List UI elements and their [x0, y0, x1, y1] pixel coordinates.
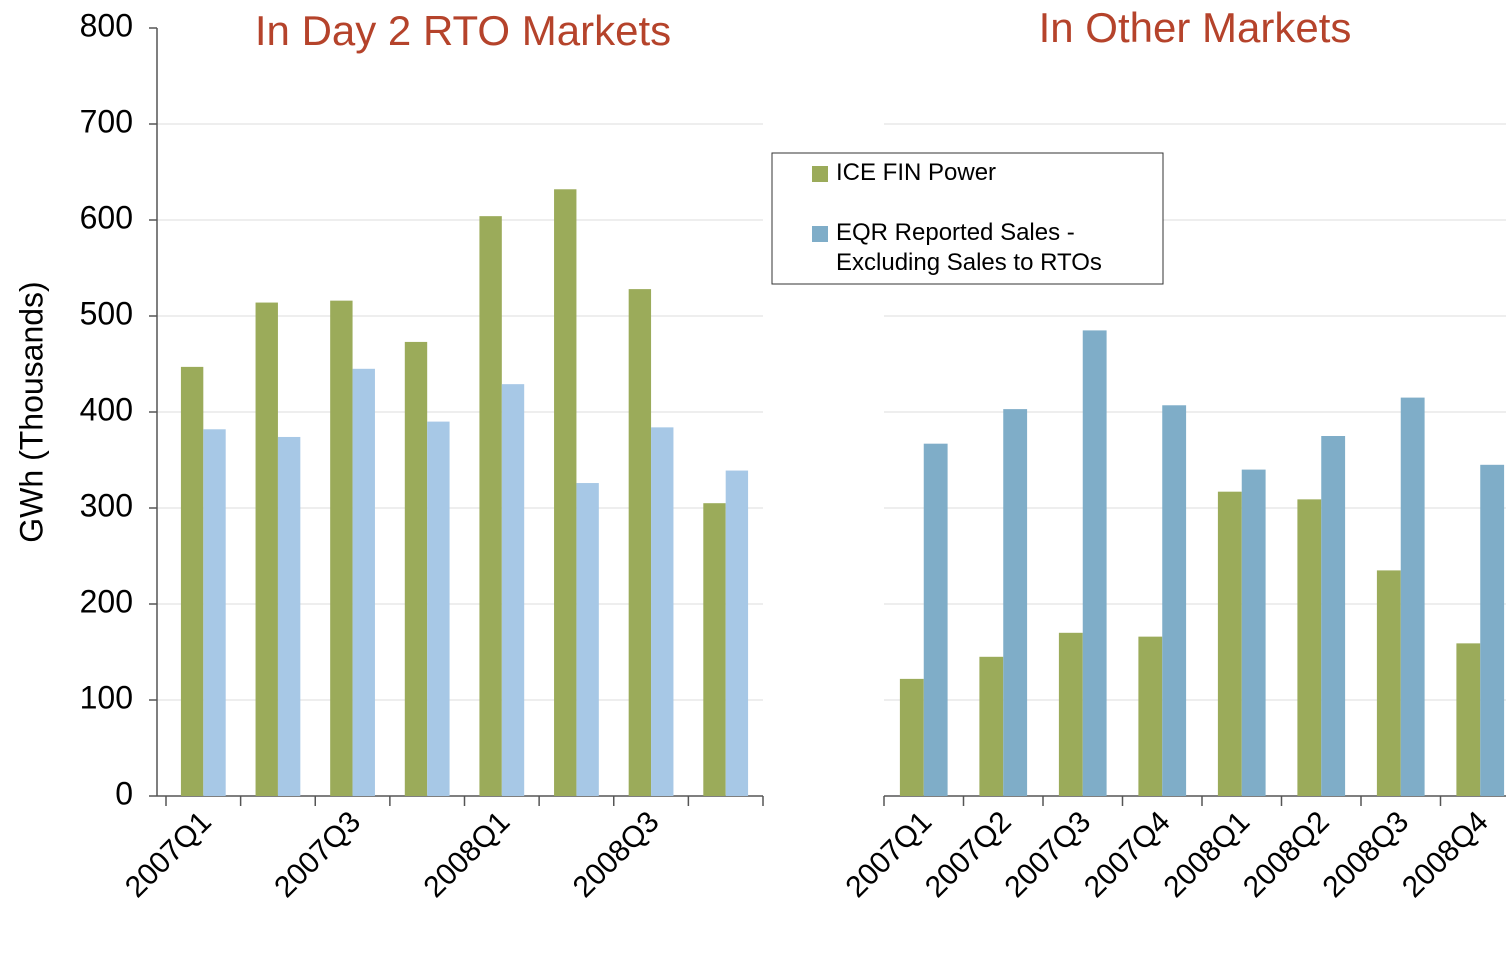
chart-title: In Other Markets	[1039, 4, 1352, 51]
x-tick-label: 2008Q2	[1237, 805, 1336, 904]
bar	[1456, 643, 1481, 796]
x-tick-label: 2008Q4	[1396, 805, 1495, 904]
bar	[180, 366, 204, 796]
bar	[1297, 499, 1322, 796]
y-tick-label: 0	[115, 775, 133, 811]
bar	[203, 429, 226, 796]
bar	[352, 368, 375, 796]
y-tick-label: 200	[80, 583, 133, 619]
y-axis-label: GWh (Thousands)	[13, 281, 49, 542]
bar	[1217, 491, 1242, 796]
bar	[576, 483, 599, 796]
bar	[404, 341, 428, 796]
bar	[501, 384, 525, 796]
bar	[1376, 570, 1401, 796]
x-tick-label: 2007Q1	[119, 805, 218, 904]
x-tick-label: 2007Q3	[268, 805, 367, 904]
legend-entry: EQR Reported Sales - Excluding Sales to …	[836, 219, 1102, 276]
y-tick-label: 300	[80, 487, 133, 523]
x-tick-label: 2008Q1	[418, 805, 517, 904]
x-tick-label: 2007Q2	[919, 805, 1018, 904]
legend: ICE FIN Power EQR Reported Sales - Exclud…	[771, 152, 1164, 285]
y-tick-label: 600	[80, 199, 133, 235]
bar	[330, 300, 353, 796]
bar	[255, 302, 278, 796]
bar	[979, 656, 1004, 796]
bar	[703, 503, 726, 796]
bar	[725, 470, 749, 796]
bar	[1480, 464, 1505, 796]
bar	[427, 421, 450, 796]
y-tick-label: 700	[80, 103, 133, 139]
x-tick-label: 2007Q4	[1078, 805, 1177, 904]
y-tick-label: 500	[80, 295, 133, 331]
x-tick-label: 2008Q3	[1316, 805, 1415, 904]
y-tick-label: 100	[80, 679, 133, 715]
x-tick-label: 2008Q3	[567, 805, 666, 904]
legend-swatch	[812, 226, 828, 242]
bar	[479, 216, 502, 796]
legend-box	[771, 152, 1164, 285]
x-tick-label: 2007Q1	[839, 805, 938, 904]
bar	[1321, 436, 1346, 796]
y-tick-label: 400	[80, 391, 133, 427]
bar	[1138, 636, 1163, 796]
x-tick-label: 2008Q1	[1157, 805, 1256, 904]
bar	[1241, 469, 1266, 796]
legend-label: ICE FIN Power	[836, 159, 997, 186]
bar	[628, 289, 652, 796]
bar	[277, 436, 301, 796]
legend-label: EQR Reported Sales - Excluding Sales to …	[836, 219, 1102, 276]
bar	[1082, 330, 1107, 796]
bar	[1058, 632, 1083, 796]
bar	[923, 443, 948, 796]
bar	[1003, 409, 1028, 796]
bar	[1400, 397, 1425, 796]
y-tick-label: 800	[80, 7, 133, 43]
bar	[899, 678, 924, 796]
bar	[1162, 405, 1187, 796]
legend-entry: ICE FIN Power	[836, 159, 997, 186]
x-tick-label: 2007Q3	[998, 805, 1097, 904]
legend-swatch	[812, 166, 828, 182]
chart-title: In Day 2 RTO Markets	[255, 7, 671, 54]
bar	[651, 427, 674, 796]
bar	[554, 189, 577, 796]
